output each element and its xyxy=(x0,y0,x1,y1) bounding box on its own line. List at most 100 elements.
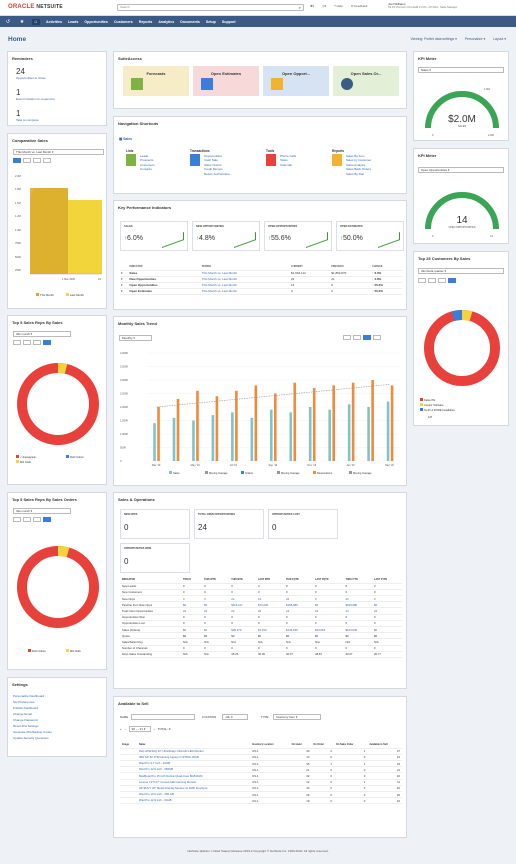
table-cell[interactable]: $0 xyxy=(371,632,402,640)
sales-ops-card[interactable]: OPPORTUNITIES WON 0 xyxy=(120,543,190,573)
sales-ops-card[interactable]: NEW OPPS 0 xyxy=(120,509,190,539)
table-cell[interactable]: 22 xyxy=(229,595,256,603)
interval-select[interactable]: Monthly ▾ xyxy=(119,335,152,341)
table-cell[interactable]: N/A xyxy=(371,638,402,646)
table-cell[interactable]: HP ENVY 32" Media Display Monitor w/ AMD… xyxy=(137,785,251,793)
table-cell[interactable]: 0 xyxy=(343,614,372,621)
meter-select[interactable]: Sales ▾ xyxy=(418,67,504,73)
table-cell[interactable]: $1,150 xyxy=(255,626,285,634)
bar-chart-icon[interactable] xyxy=(353,335,361,340)
first-page-icon[interactable]: « xyxy=(120,727,122,731)
table-cell[interactable]: 4 xyxy=(255,583,285,590)
table-cell[interactable]: 0 xyxy=(181,645,203,652)
netsuite-logo[interactable]: ORACLE NETSUITE xyxy=(8,4,63,10)
line-chart-icon[interactable] xyxy=(438,278,446,283)
table-cell[interactable]: $0 xyxy=(371,601,402,609)
table-cell[interactable]: iPad Pro 9.7 inch - 32GB xyxy=(137,760,251,768)
shortcut-link[interactable]: Customers xyxy=(140,162,155,167)
table-cell[interactable]: $0 xyxy=(255,632,285,640)
settings-link[interactable]: Set Preferences xyxy=(13,700,35,704)
bar-chart-icon[interactable] xyxy=(23,158,31,163)
table-cell[interactable]: Lenovo Y27f 27" Curved LED Gaming Monito… xyxy=(137,779,251,786)
table-cell[interactable]: 0 xyxy=(229,583,256,590)
kpi-card[interactable]: NEW OPPORTUNITIES ↑4.8% xyxy=(192,221,260,251)
area-chart-icon[interactable] xyxy=(13,517,21,522)
nav-documents[interactable]: Documents xyxy=(180,19,200,24)
table-cell[interactable]: 0 xyxy=(202,583,230,590)
bar-chart-icon[interactable] xyxy=(23,340,31,345)
table-cell[interactable]: N/A xyxy=(255,638,285,646)
row-menu-icon[interactable]: ▾ xyxy=(121,277,123,281)
table-cell[interactable]: This Month vs. Last Month xyxy=(201,277,237,281)
table-cell[interactable]: 0 xyxy=(181,583,203,590)
recent-icon[interactable]: ↺ xyxy=(5,18,11,25)
combo-chart-icon[interactable] xyxy=(363,335,371,340)
nav-support[interactable]: Support xyxy=(221,19,236,24)
shortcut-link[interactable]: Prospects xyxy=(140,158,154,163)
pie-chart-icon[interactable] xyxy=(448,278,456,283)
table-cell[interactable]: 0 xyxy=(255,589,285,597)
nav-opportunities[interactable]: Opportunities xyxy=(84,19,108,24)
type-select[interactable]: Inventory Item ▾ xyxy=(273,714,321,720)
column-header[interactable]: Name xyxy=(137,742,251,749)
table-cell[interactable]: 24 xyxy=(229,607,256,615)
table-cell[interactable]: 0 xyxy=(229,620,256,628)
next-page-icon[interactable]: › xyxy=(153,727,155,731)
table-cell[interactable]: 0 xyxy=(229,645,256,652)
table-cell[interactable]: $0 xyxy=(202,601,230,609)
personalize-link[interactable]: Personalize ▾ xyxy=(464,37,486,41)
shortcut-link[interactable]: Sales By Item xyxy=(346,154,365,158)
shortcut-link[interactable]: Opportunities xyxy=(204,154,222,158)
period-select[interactable]: this month ▾ xyxy=(13,331,71,337)
table-cell[interactable]: 0 xyxy=(181,595,203,603)
table-icon[interactable] xyxy=(43,158,51,163)
table-cell[interactable]: 42 xyxy=(284,595,314,603)
table-cell[interactable]: $43,663 xyxy=(313,626,344,634)
home-icon[interactable]: ⌂ xyxy=(32,18,40,25)
shortcut-link[interactable]: Sales Back Orders xyxy=(346,167,372,172)
row-menu-icon[interactable]: ▾ xyxy=(121,283,123,287)
table-cell[interactable]: This Month vs. Last Month xyxy=(201,271,237,275)
table-cell[interactable]: N/A xyxy=(202,651,230,658)
settings-link[interactable]: Change Email xyxy=(13,712,32,716)
nav-reports[interactable]: Reports xyxy=(138,19,153,24)
area-chart-icon[interactable] xyxy=(343,335,351,340)
pie-chart-icon[interactable] xyxy=(43,517,51,522)
table-cell[interactable]: 0 xyxy=(255,645,285,652)
nav-analytics[interactable]: Analytics xyxy=(158,19,175,24)
reminder-item[interactable]: 24 Opportunities to Close xyxy=(16,67,46,80)
prev-page-icon[interactable]: ‹ xyxy=(124,727,126,731)
shortcut-link[interactable]: Cash Sale xyxy=(204,158,218,163)
line-chart-icon[interactable] xyxy=(33,340,41,345)
layout-link[interactable]: Layout ▾ xyxy=(493,37,506,41)
table-cell[interactable]: 0 xyxy=(371,614,402,621)
table-cell[interactable]: 40.07 xyxy=(343,651,372,658)
table-cell[interactable]: N/A xyxy=(181,651,203,658)
table-cell[interactable]: N/A xyxy=(284,638,314,646)
nav-leads[interactable]: Leads xyxy=(67,19,79,24)
open-opportunities-tile[interactable]: Open Opport... xyxy=(263,66,329,96)
nav-customers[interactable]: Customers xyxy=(113,19,133,24)
area-chart-icon[interactable] xyxy=(418,278,426,283)
open-estimates-tile[interactable]: Open Estimates xyxy=(193,66,259,96)
column-header[interactable]: Available to Sell xyxy=(367,742,402,749)
table-cell[interactable]: N/A xyxy=(343,638,372,646)
area-chart-icon[interactable] xyxy=(13,340,21,345)
pie-chart-icon[interactable] xyxy=(43,340,51,345)
period-select[interactable]: This Month vs. Last Month ▾ xyxy=(13,149,104,155)
table-cell[interactable]: 24 xyxy=(313,607,344,615)
shortcut-link[interactable]: Calendar xyxy=(280,162,293,167)
table-cell[interactable]: 40.07 xyxy=(284,651,314,658)
table-cell[interactable]: 0 xyxy=(313,595,344,603)
table-cell[interactable]: Dell UP3216Q 32" UltraSharp Ultra HD LED… xyxy=(137,748,251,755)
star-icon[interactable]: ★ xyxy=(19,18,25,25)
table-cell[interactable]: $0 xyxy=(371,626,402,634)
shortcut-link[interactable]: Sales By Rep xyxy=(346,171,365,176)
table-cell[interactable]: $0 xyxy=(202,632,230,640)
table-cell[interactable]: $199,985 xyxy=(343,601,372,609)
table-cell[interactable]: $144,635 xyxy=(343,626,372,634)
open-sales-orders-tile[interactable]: Open Sales Or... xyxy=(333,66,399,96)
table-cell[interactable]: 0 xyxy=(202,645,230,652)
sales-shortcut-tab[interactable]: ▦ Sales xyxy=(119,137,133,141)
table-cell[interactable]: 24 xyxy=(371,607,402,615)
